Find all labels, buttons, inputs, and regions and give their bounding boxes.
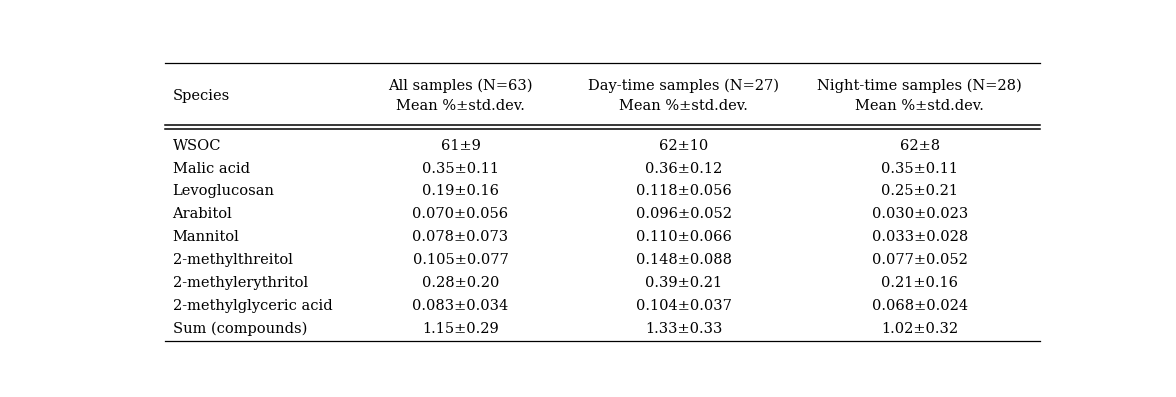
Text: Night-time samples (N=28)
Mean %±std.dev.: Night-time samples (N=28) Mean %±std.dev…	[817, 79, 1022, 113]
Text: 0.35±0.11: 0.35±0.11	[422, 162, 499, 175]
Text: 2-methylglyceric acid: 2-methylglyceric acid	[173, 299, 332, 313]
Text: 0.077±0.052: 0.077±0.052	[871, 253, 968, 268]
Text: Levoglucosan: Levoglucosan	[173, 185, 274, 198]
Text: All samples (N=63)
Mean %±std.dev.: All samples (N=63) Mean %±std.dev.	[388, 79, 533, 113]
Text: 0.078±0.073: 0.078±0.073	[413, 230, 508, 245]
Text: 0.35±0.11: 0.35±0.11	[881, 162, 958, 175]
Text: Mannitol: Mannitol	[173, 230, 239, 245]
Text: 0.21±0.16: 0.21±0.16	[881, 276, 958, 290]
Text: 1.15±0.29: 1.15±0.29	[422, 322, 499, 336]
Text: 0.19±0.16: 0.19±0.16	[422, 185, 499, 198]
Text: Species: Species	[173, 89, 229, 103]
Text: 61±9: 61±9	[441, 139, 481, 152]
Text: 0.068±0.024: 0.068±0.024	[871, 299, 968, 313]
Text: 0.033±0.028: 0.033±0.028	[871, 230, 968, 245]
Text: 0.070±0.056: 0.070±0.056	[413, 208, 508, 222]
Text: 0.083±0.034: 0.083±0.034	[413, 299, 509, 313]
Text: Arabitol: Arabitol	[173, 208, 233, 222]
Text: 0.110±0.066: 0.110±0.066	[636, 230, 731, 245]
Text: 0.030±0.023: 0.030±0.023	[871, 208, 968, 222]
Text: Sum (compounds): Sum (compounds)	[173, 322, 307, 337]
Text: 1.33±0.33: 1.33±0.33	[644, 322, 722, 336]
Text: 62±10: 62±10	[659, 139, 708, 152]
Text: 2-methylerythritol: 2-methylerythritol	[173, 276, 308, 290]
Text: 0.39±0.21: 0.39±0.21	[646, 276, 722, 290]
Text: Malic acid: Malic acid	[173, 162, 249, 175]
Text: 0.105±0.077: 0.105±0.077	[413, 253, 508, 268]
Text: 0.25±0.21: 0.25±0.21	[881, 185, 958, 198]
Text: 62±8: 62±8	[900, 139, 940, 152]
Text: 0.096±0.052: 0.096±0.052	[636, 208, 731, 222]
Text: 0.36±0.12: 0.36±0.12	[644, 162, 722, 175]
Text: WSOC: WSOC	[173, 139, 221, 152]
Text: 1.02±0.32: 1.02±0.32	[881, 322, 958, 336]
Text: 0.28±0.20: 0.28±0.20	[422, 276, 499, 290]
Text: Day-time samples (N=27)
Mean %±std.dev.: Day-time samples (N=27) Mean %±std.dev.	[588, 79, 780, 113]
Text: 0.148±0.088: 0.148±0.088	[636, 253, 731, 268]
Text: 2-methylthreitol: 2-methylthreitol	[173, 253, 293, 268]
Text: 0.104±0.037: 0.104±0.037	[636, 299, 731, 313]
Text: 0.118±0.056: 0.118±0.056	[636, 185, 731, 198]
